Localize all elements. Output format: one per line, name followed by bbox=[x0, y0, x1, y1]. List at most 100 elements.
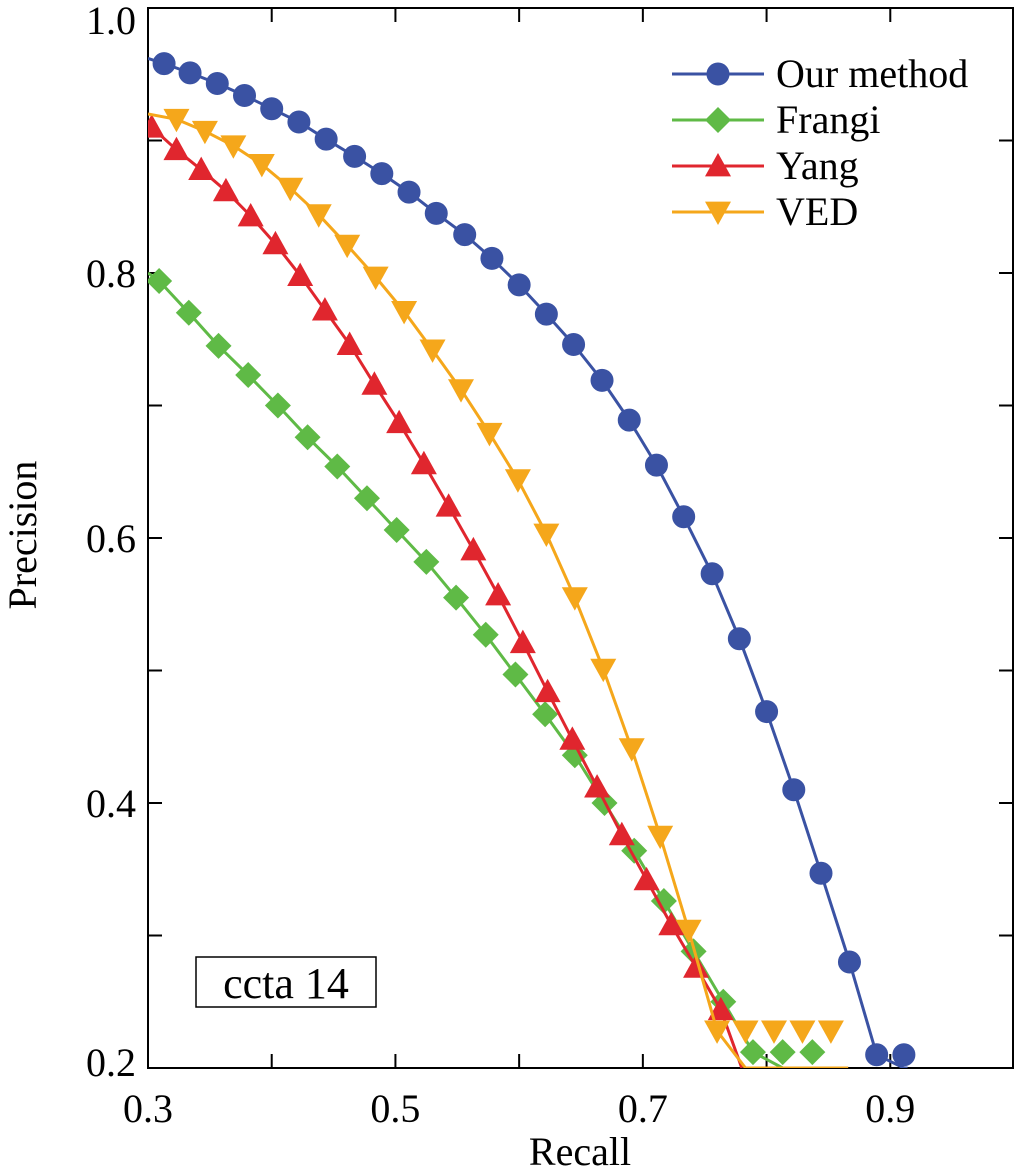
data-point-our-method bbox=[370, 162, 394, 186]
data-point-our-method bbox=[397, 180, 421, 204]
data-point-frangi bbox=[443, 584, 470, 611]
data-point-frangi bbox=[383, 517, 410, 544]
data-point-yang bbox=[485, 581, 512, 606]
data-point-ved bbox=[362, 266, 389, 290]
y-tick-label: 0.6 bbox=[86, 516, 136, 561]
data-point-yang bbox=[386, 409, 413, 434]
axis-tick-labels: 0.3 0.5 0.7 0.9 0.2 0.4 0.6 0.8 1.0 bbox=[86, 0, 915, 1131]
data-point-our-method bbox=[287, 110, 311, 134]
data-point-frangi bbox=[799, 1039, 826, 1066]
data-point-ved bbox=[760, 1020, 787, 1044]
data-point-frangi bbox=[413, 548, 440, 575]
legend-marker-ved bbox=[705, 201, 731, 225]
data-point-yang bbox=[683, 954, 710, 978]
data-point-yang bbox=[410, 450, 437, 475]
data-point-our-method bbox=[453, 223, 477, 247]
series-line-yang bbox=[148, 119, 744, 1068]
data-point-ved bbox=[163, 108, 190, 133]
data-point-yang bbox=[163, 136, 190, 161]
data-point-our-method bbox=[343, 144, 367, 168]
data-point-ved bbox=[504, 469, 531, 493]
data-point-our-method bbox=[809, 861, 833, 885]
data-point-our-method bbox=[865, 1043, 889, 1067]
data-point-frangi bbox=[205, 332, 232, 359]
data-point-frangi bbox=[235, 362, 262, 389]
data-point-frangi bbox=[264, 392, 291, 419]
data-point-our-method bbox=[782, 778, 806, 802]
data-point-our-method bbox=[480, 246, 504, 270]
data-point-ved bbox=[817, 1020, 844, 1044]
data-point-our-method bbox=[672, 505, 696, 529]
data-point-frangi bbox=[324, 453, 351, 480]
data-point-our-method bbox=[314, 127, 338, 151]
series-frangi bbox=[148, 267, 835, 1068]
data-point-frangi bbox=[532, 701, 559, 728]
series-layer bbox=[148, 52, 916, 1068]
legend-label-ved: VED bbox=[776, 189, 858, 234]
plot-border bbox=[147, 7, 1014, 1069]
legend-item-ved: VED bbox=[672, 189, 858, 234]
annotation-box: ccta 14 bbox=[195, 956, 377, 1008]
data-point-frangi bbox=[148, 267, 173, 294]
data-point-ved bbox=[732, 1020, 759, 1044]
annotation-text: ccta 14 bbox=[223, 959, 349, 1008]
data-point-yang bbox=[460, 536, 487, 561]
x-tick-label: 0.7 bbox=[618, 1086, 668, 1131]
x-tick-label: 0.9 bbox=[865, 1086, 915, 1131]
series-our-method bbox=[148, 52, 916, 1068]
data-point-ved bbox=[476, 422, 503, 447]
x-tick-label: 0.5 bbox=[370, 1086, 420, 1131]
legend-item-frangi: Frangi bbox=[672, 97, 880, 142]
data-point-ved bbox=[277, 177, 304, 202]
legend-marker-our-method bbox=[706, 62, 730, 86]
legend-label-our-method: Our method bbox=[776, 51, 968, 96]
x-tick-label: 0.3 bbox=[123, 1086, 173, 1131]
data-point-yang bbox=[608, 821, 635, 846]
data-point-ved bbox=[704, 1020, 731, 1044]
data-point-yang bbox=[559, 726, 586, 750]
data-point-frangi bbox=[650, 888, 677, 915]
data-point-ved bbox=[647, 825, 674, 850]
data-point-our-method bbox=[260, 97, 284, 121]
data-point-yang bbox=[633, 866, 660, 891]
legend-item-our-method: Our method bbox=[672, 51, 968, 96]
series-yang bbox=[148, 114, 744, 1068]
series-line-frangi bbox=[148, 271, 835, 1068]
y-axis-title: Precision bbox=[0, 461, 45, 610]
data-point-our-method bbox=[644, 453, 668, 477]
data-point-yang bbox=[287, 262, 314, 287]
data-point-our-method bbox=[152, 52, 176, 76]
data-point-yang bbox=[188, 156, 215, 181]
y-tick-label: 0.8 bbox=[86, 251, 136, 296]
legend-item-yang: Yang bbox=[672, 143, 859, 188]
data-point-frangi bbox=[294, 424, 321, 451]
data-point-frangi bbox=[769, 1039, 796, 1066]
data-point-yang bbox=[148, 114, 165, 138]
data-point-yang bbox=[212, 177, 239, 202]
data-point-our-method bbox=[178, 61, 202, 85]
data-point-our-method bbox=[232, 83, 256, 107]
data-point-our-method bbox=[590, 368, 614, 392]
data-point-our-method bbox=[755, 700, 779, 724]
data-point-yang bbox=[262, 230, 289, 255]
data-point-our-method bbox=[507, 273, 531, 297]
data-point-our-method bbox=[617, 408, 641, 432]
data-point-yang bbox=[435, 493, 462, 517]
data-point-frangi bbox=[353, 485, 380, 512]
x-axis-title: Recall bbox=[529, 1129, 631, 1171]
data-point-yang bbox=[534, 678, 561, 703]
data-point-yang bbox=[237, 203, 264, 227]
data-point-our-method bbox=[424, 201, 448, 225]
data-point-yang bbox=[311, 297, 338, 321]
data-point-ved bbox=[305, 204, 332, 228]
data-point-yang bbox=[707, 996, 734, 1021]
data-point-ved bbox=[220, 135, 247, 159]
data-point-yang bbox=[361, 371, 388, 395]
legend-label-yang: Yang bbox=[776, 143, 859, 188]
data-point-ved bbox=[789, 1020, 816, 1044]
legend-label-frangi: Frangi bbox=[776, 97, 880, 142]
data-point-ved bbox=[391, 301, 418, 325]
y-tick-label: 1.0 bbox=[86, 0, 136, 43]
data-point-ved bbox=[334, 234, 361, 259]
